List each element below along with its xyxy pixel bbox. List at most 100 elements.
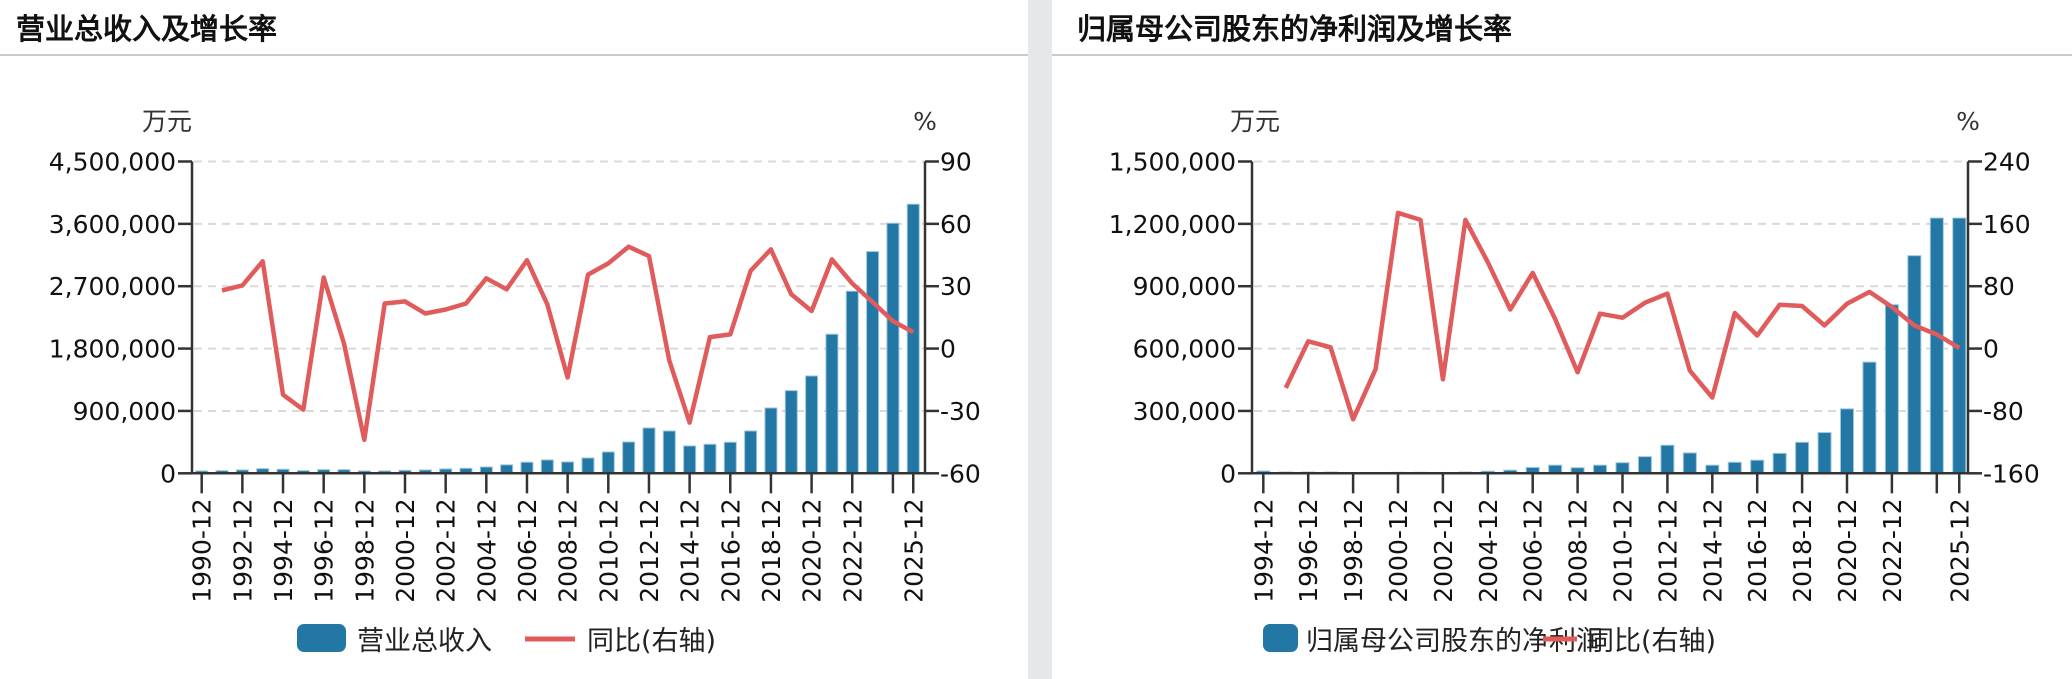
- bar: [1795, 441, 1810, 474]
- x-axis-tick-label: 1990-12: [188, 498, 217, 602]
- bar: [1817, 432, 1832, 474]
- net-profit-chart: 0 300,000 600,000 900,000 1,200,000 1,500,000…: [1109, 107, 2040, 657]
- x-axis-tick-label: 2022-12: [1878, 498, 1907, 602]
- right-axis-tick-label: 60: [940, 210, 972, 239]
- x-axis-tick-label: 1998-12: [350, 498, 379, 602]
- bar: [1862, 361, 1877, 474]
- bar: [866, 251, 880, 474]
- left-axis-tick-label: 900,000: [73, 397, 176, 426]
- grid-lines: [194, 160, 925, 412]
- growth-line: [1283, 210, 1961, 422]
- panel-title: 归属母公司股东的净利润及增长率: [1077, 12, 1513, 46]
- x-axis-tick-label: 2020-12: [1833, 498, 1862, 602]
- x-axis-tick-label: 2014-12: [676, 498, 705, 602]
- bar: [662, 430, 676, 474]
- bar: [723, 441, 737, 474]
- bar: [744, 430, 758, 474]
- bar: [1840, 408, 1854, 474]
- left-unit-label: 万元: [1230, 107, 1280, 136]
- legend-swatch-bar: [1263, 624, 1298, 652]
- bar: [1884, 304, 1899, 474]
- x-axis-tick-label: 2018-12: [757, 498, 786, 602]
- bar: [500, 464, 514, 474]
- bar: [784, 390, 798, 474]
- right-axis-tick-label: -80: [1983, 397, 2024, 426]
- x-axis-tick-label: 2025-12: [1945, 498, 1974, 602]
- bar-series: [1256, 217, 1967, 474]
- x-axis-tick-label: 2006-12: [513, 498, 542, 602]
- x-axis-tick-label: 2004-12: [1474, 498, 1503, 602]
- right-axis-tick-label: 80: [1983, 272, 2015, 301]
- bar: [886, 222, 900, 474]
- legend-label-line: 同比(右轴): [587, 626, 716, 657]
- right-axis-tick-label: 240: [1983, 148, 2031, 177]
- bar: [1929, 217, 1944, 474]
- right-axis-tick-label: 30: [940, 272, 972, 301]
- bar-series: [195, 203, 920, 474]
- bar: [906, 203, 920, 474]
- revenue-chart: 0 900,000 1,800,000 2,700,000 3,600,000 4,500…: [49, 107, 981, 657]
- right-unit-label: %: [913, 107, 937, 136]
- bar: [581, 457, 595, 474]
- line-series: [1283, 210, 1961, 422]
- bar: [1682, 452, 1697, 474]
- right-axis-tick-label: 0: [1983, 335, 1999, 364]
- x-axis-tick-label: 2010-12: [594, 498, 623, 602]
- bar: [561, 461, 575, 474]
- axes: 0 900,000 1,800,000 2,700,000 3,600,000 4,500…: [49, 148, 981, 603]
- x-axis-tick-label: 2012-12: [635, 498, 664, 602]
- bar: [683, 445, 697, 474]
- left-axis-tick-label: 1,200,000: [1109, 210, 1236, 239]
- panel-separator: [1028, 0, 1052, 679]
- left-unit-label: 万元: [142, 107, 192, 136]
- left-axis-tick-label: 1,500,000: [1109, 148, 1236, 177]
- left-axis-tick-label: 2,700,000: [49, 272, 176, 301]
- left-axis-tick-label: 4,500,000: [49, 148, 176, 177]
- left-axis-tick-label: 0: [160, 459, 176, 488]
- x-axis-tick-label: 2000-12: [1384, 498, 1413, 602]
- left-axis-tick-label: 1,800,000: [49, 335, 176, 364]
- x-axis-tick-label: 2014-12: [1698, 498, 1727, 602]
- x-axis-tick-label: 2008-12: [1564, 498, 1593, 602]
- x-axis-tick-label: 2020-12: [798, 498, 827, 602]
- bar: [703, 443, 717, 474]
- x-axis-tick-label: 2022-12: [838, 498, 867, 602]
- left-axis-tick-label: 600,000: [1133, 335, 1236, 364]
- bar: [845, 290, 859, 474]
- right-axis-tick-label: 0: [940, 335, 956, 364]
- revenue-panel: 营业总收入及增长率 0 900,000 1,800,000 2,700,000 3,60…: [0, 0, 1028, 679]
- bar: [1615, 462, 1630, 474]
- x-axis-tick-label: 2006-12: [1519, 498, 1548, 602]
- legend: 归属母公司股东的净利润 同比(右轴): [1263, 624, 1716, 657]
- x-axis-tick-label: 2012-12: [1653, 498, 1682, 602]
- bar: [1637, 456, 1652, 474]
- bar: [622, 441, 636, 474]
- axes: 0 300,000 600,000 900,000 1,200,000 1,500,000…: [1109, 148, 2040, 603]
- legend-label-line: 同比(右轴): [1587, 626, 1716, 657]
- title-divider: [0, 54, 1028, 56]
- left-axis-tick-label: 3,600,000: [49, 210, 176, 239]
- bar: [805, 375, 819, 474]
- bar: [1772, 452, 1787, 474]
- right-axis-tick-label: -160: [1983, 459, 2040, 488]
- legend-label-bar: 营业总收入: [357, 626, 492, 657]
- x-axis-tick-label: 2004-12: [472, 498, 501, 602]
- bar: [1660, 444, 1675, 474]
- bar: [642, 427, 656, 474]
- line-series: [221, 244, 915, 443]
- left-axis-tick-label: 0: [1220, 459, 1236, 488]
- right-axis-tick-label: -60: [940, 459, 981, 488]
- right-axis-tick-label: 90: [940, 148, 972, 177]
- title-divider: [1052, 54, 2072, 56]
- bar: [1750, 459, 1765, 474]
- x-axis-tick-label: 2002-12: [1429, 498, 1458, 602]
- bar: [601, 451, 615, 474]
- x-axis-tick-label: 1992-12: [228, 498, 257, 602]
- right-unit-label: %: [1956, 107, 1980, 136]
- x-axis-tick-label: 1998-12: [1339, 498, 1368, 602]
- bar: [540, 459, 554, 474]
- x-axis-tick-label: 2008-12: [554, 498, 583, 602]
- legend-swatch-bar: [297, 624, 346, 652]
- legend: 营业总收入 同比(右轴): [297, 624, 716, 657]
- x-axis-tick-label: 1994-12: [269, 498, 298, 602]
